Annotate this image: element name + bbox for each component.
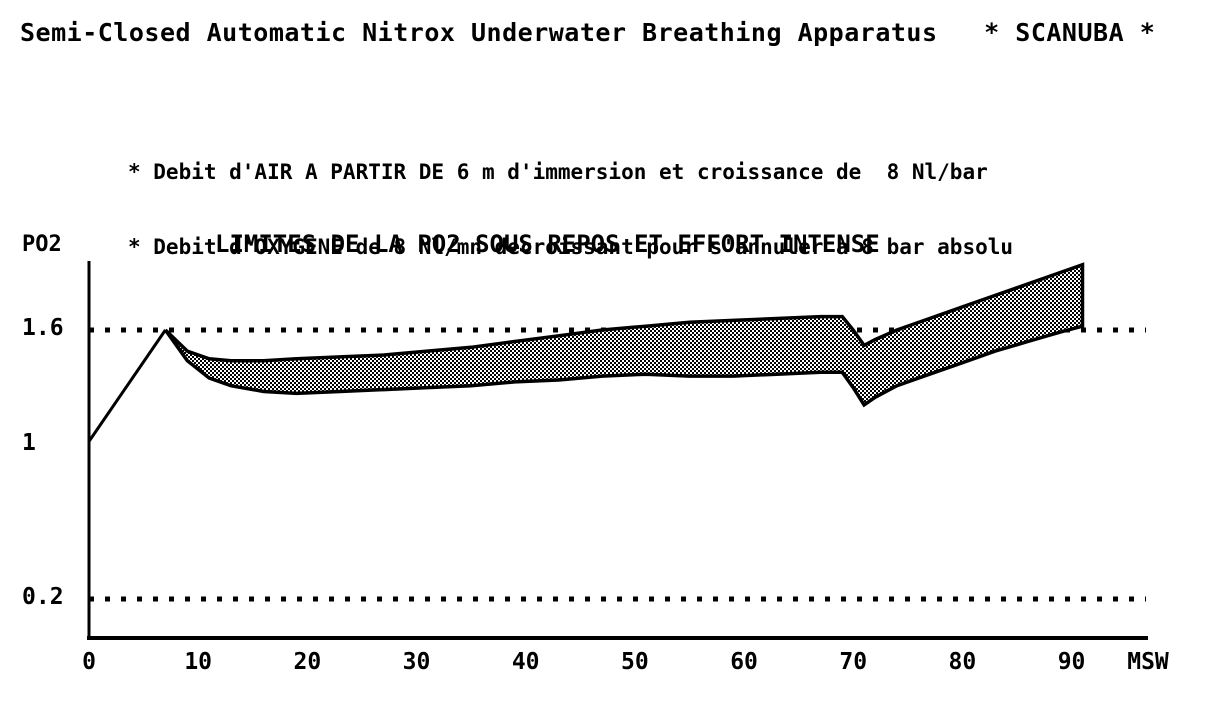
- x-tick-80: 80: [948, 649, 977, 675]
- subtitle-block: * Debit d'AIR A PARTIR DE 6 m d'immersio…: [128, 110, 1013, 310]
- x-axis-unit-label: MSW: [1127, 649, 1169, 675]
- page-title: Semi-Closed Automatic Nitrox Underwater …: [20, 18, 1156, 47]
- x-tick-0: 0: [82, 649, 96, 675]
- po2-ascent-line: [87, 329, 167, 532]
- subtitle-line-1: * Debit d'AIR A PARTIR DE 6 m d'immersio…: [128, 160, 988, 184]
- x-tick-70: 70: [839, 649, 868, 675]
- chart-title: LIMITES DE LA PO2 SOUS REPOS ET EFFORT I…: [215, 230, 880, 258]
- y-axis-label: PO2: [22, 232, 62, 257]
- y-tick-0.2: 0.2: [22, 584, 64, 610]
- ascent-polyline: [87, 329, 167, 532]
- x-tick-90: 90: [1057, 649, 1086, 675]
- po2-band-polygon: [163, 262, 1085, 408]
- x-tick-50: 50: [621, 649, 649, 675]
- y-tick-1.6: 1.6: [22, 315, 64, 341]
- y-tick-1: 1: [22, 430, 36, 457]
- x-tick-10: 10: [184, 649, 213, 675]
- po2-limits-band: [163, 262, 1085, 408]
- x-tick-60: 60: [730, 649, 758, 675]
- subtitle-line-2: * Debit d'OXYGENE de 8 Nl/mn decroissant…: [128, 235, 1014, 259]
- x-tick-30: 30: [402, 649, 431, 675]
- x-tick-20: 20: [293, 649, 322, 675]
- x-tick-40: 40: [511, 649, 540, 675]
